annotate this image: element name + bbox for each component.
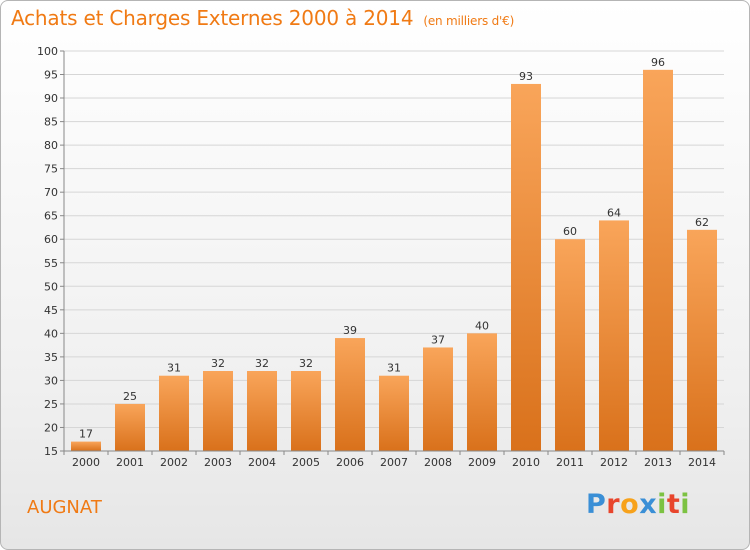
x-tick-label: 2014 [688,456,716,469]
bar-value-label: 31 [387,362,401,375]
bar-value-label: 37 [431,333,445,346]
logo-letter: x [639,489,658,520]
bar [291,371,321,451]
bar [687,229,717,451]
bar [379,375,409,451]
logo-letter: i [680,489,691,520]
logo-letter: i [657,489,667,520]
x-tick-label: 2005 [292,456,320,469]
proxiti-logo: Proxiti [586,489,690,520]
y-tick-label: 25 [44,398,58,411]
y-tick-label: 15 [44,445,58,458]
chart-title-text: Achats et Charges Externes 2000 à 2014 [11,6,414,30]
y-tick-label: 100 [37,45,58,58]
bar-value-label: 93 [519,70,533,83]
logo-letter: P [586,489,607,520]
x-tick-label: 2012 [600,456,628,469]
bar [335,338,365,451]
chart-unit: (en milliers d'€) [423,14,515,28]
x-tick-label: 2009 [468,456,496,469]
bar-value-label: 62 [695,216,709,229]
bar [599,220,629,451]
y-tick-label: 40 [44,327,58,340]
bar [423,347,453,451]
x-tick-label: 2008 [424,456,452,469]
bar-value-label: 32 [299,357,313,370]
y-tick-label: 20 [44,421,58,434]
y-tick-label: 95 [44,69,58,82]
bar [203,371,233,451]
x-tick-label: 2013 [644,456,672,469]
y-tick-label: 70 [44,186,58,199]
axes: 15 20 25 30 35 40 45 50 55 60 65 70 75 80 85 90 95 100 200… [37,45,725,469]
bar [555,239,585,451]
y-tick-label: 55 [44,257,58,270]
y-tick-label: 90 [44,92,58,105]
y-tick-label: 80 [44,139,58,152]
x-tick-label: 2006 [336,456,364,469]
bar-value-label: 40 [475,319,489,332]
logo-letter: r [606,489,621,520]
bar [247,371,277,451]
x-tick-label: 2004 [248,456,276,469]
bar [159,375,189,451]
x-tick-label: 2000 [72,456,100,469]
x-tick-label: 2010 [512,456,540,469]
bar-value-label: 39 [343,324,357,337]
chart-title: Achats et Charges Externes 2000 à 2014 (e… [11,6,514,30]
x-tick-label: 2001 [116,456,144,469]
bar [71,441,101,451]
x-tick-label: 2011 [556,456,584,469]
y-tick-label: 85 [44,116,58,129]
logo-letter: t [666,489,681,520]
bar [467,333,497,451]
x-tick-label: 2002 [160,456,188,469]
bar-value-label: 32 [255,357,269,370]
y-tick-label: 75 [44,163,58,176]
bars: 17 25 31 32 32 32 39 31 37 40 93 60 64 96 62 [71,56,717,452]
bar [643,69,673,451]
bar-value-label: 96 [651,56,665,69]
y-tick-label: 45 [44,304,58,317]
location-label: AUGNAT [27,497,102,518]
x-tick-label: 2003 [204,456,232,469]
bar-value-label: 25 [123,390,137,403]
bar [115,403,145,451]
bar-value-label: 60 [563,225,577,238]
bar-value-label: 17 [79,428,93,441]
logo-letter: o [620,489,640,520]
bar [511,83,541,452]
bar-value-label: 32 [211,357,225,370]
y-tick-label: 60 [44,233,58,246]
y-tick-label: 30 [44,374,58,387]
y-tick-label: 65 [44,210,58,223]
y-tick-label: 35 [44,351,58,364]
y-tick-label: 50 [44,280,58,293]
x-tick-label: 2007 [380,456,408,469]
bar-value-label: 31 [167,362,181,375]
bar-value-label: 64 [607,206,621,219]
